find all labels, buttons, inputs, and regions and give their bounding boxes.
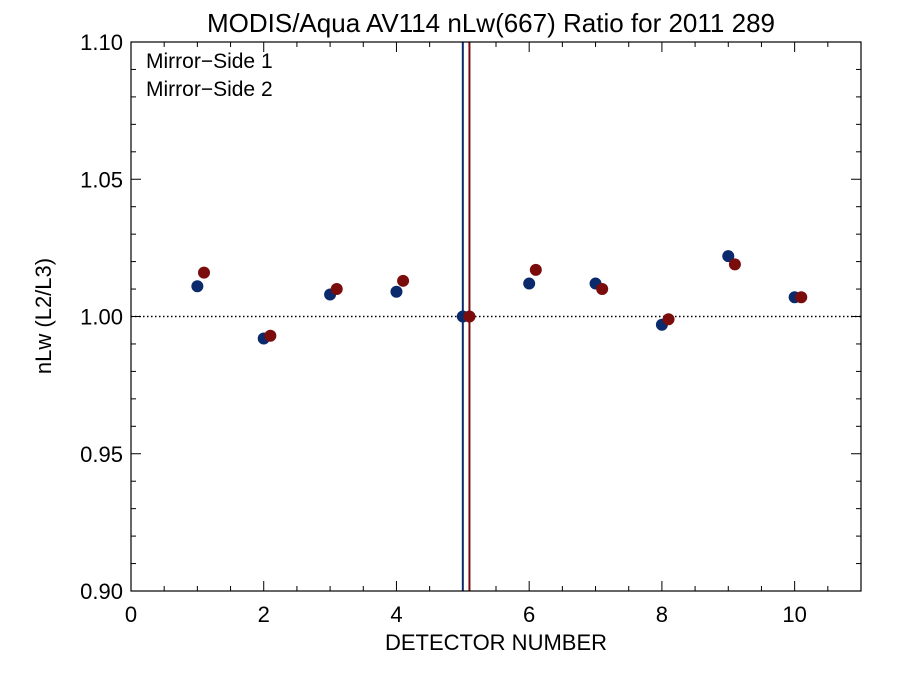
chart-title: MODIS/Aqua AV114 nLw(667) Ratio for 2011…	[207, 8, 775, 38]
y-tick-label: 0.95	[80, 442, 123, 467]
x-tick-label: 2	[258, 602, 270, 627]
y-tick-label: 1.05	[80, 167, 123, 192]
series-2-point	[529, 263, 542, 276]
series-1-point	[523, 277, 536, 290]
y-tick-label: 1.00	[80, 305, 123, 330]
x-axis-label: DETECTOR NUMBER	[385, 630, 607, 655]
y-axis-label: nLw (L2/L3)	[31, 258, 56, 374]
x-tick-label: 8	[656, 602, 668, 627]
y-tick-label: 0.90	[80, 579, 123, 604]
series-2-point	[596, 283, 609, 296]
series-1-point	[390, 285, 403, 298]
series-1-point	[722, 250, 735, 263]
x-tick-label: 6	[523, 602, 535, 627]
legend-label-mirror-side-1: Mirror−Side 1	[146, 50, 273, 73]
series-2-point	[198, 266, 210, 279]
series-2-point	[397, 274, 410, 287]
legend-label-mirror-side-2: Mirror−Side 2	[146, 78, 273, 101]
plot-frame	[130, 41, 862, 592]
series-2-point	[330, 283, 343, 296]
series-2-point	[728, 258, 741, 271]
series-2-point	[662, 313, 675, 326]
y-tick-label: 1.10	[80, 30, 123, 55]
series-2-point	[795, 291, 808, 304]
x-tick-label: 4	[390, 602, 402, 627]
x-tick-label: 0	[125, 602, 137, 627]
x-tick-label: 10	[782, 602, 806, 627]
series-2-point	[463, 310, 476, 323]
series-1-point	[191, 280, 204, 293]
series-2-point	[264, 329, 277, 342]
